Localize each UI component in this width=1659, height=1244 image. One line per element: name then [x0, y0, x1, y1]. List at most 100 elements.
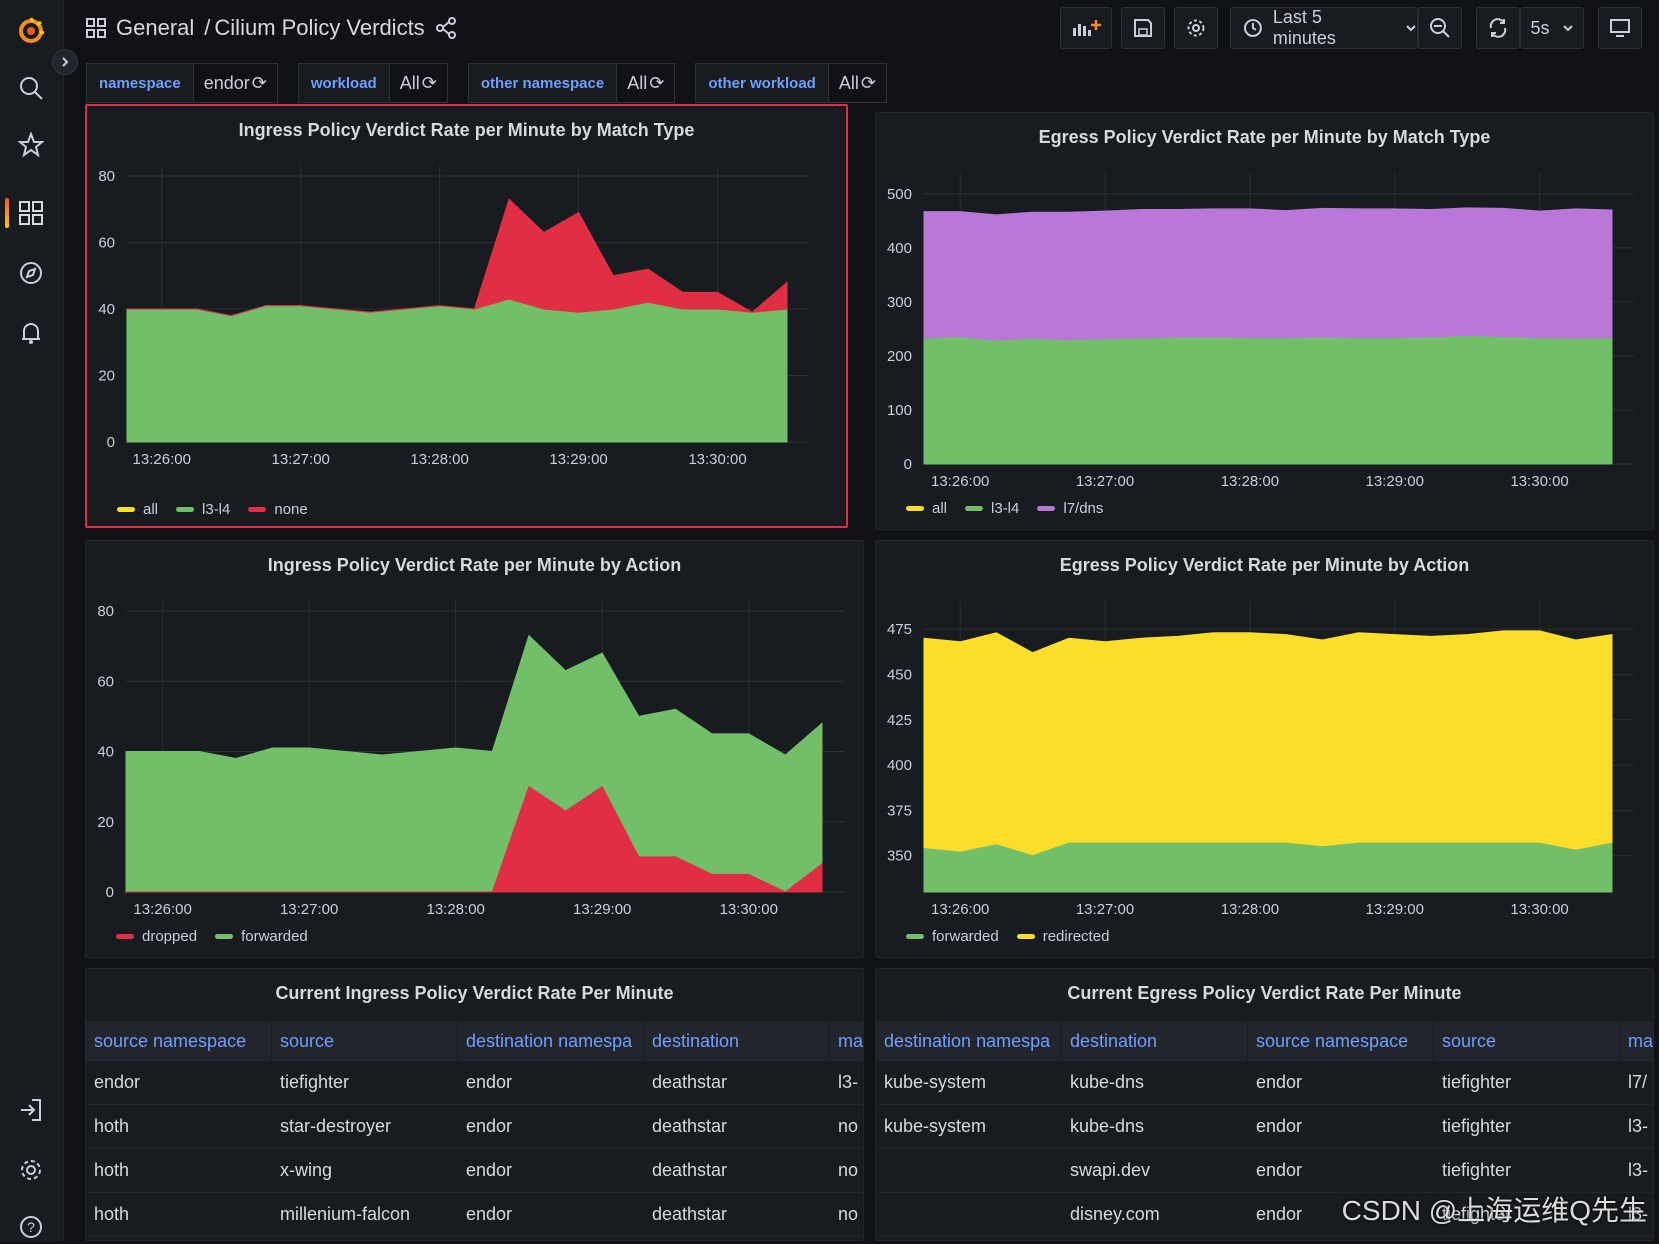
- dashboard-settings-button[interactable]: [1174, 7, 1218, 49]
- x-tick-label: 13:27:00: [1076, 901, 1134, 918]
- legend-item-dropped[interactable]: dropped: [116, 928, 197, 945]
- x-tick-label: 13:29:00: [1366, 901, 1424, 918]
- panel-egress-action[interactable]: Egress Policy Verdict Rate per Minute by…: [875, 540, 1654, 958]
- chart-legend: forwarded redirected: [906, 928, 1109, 945]
- table-cell: kube-system: [876, 1105, 1062, 1148]
- variable-namespace-select[interactable]: endor⟳: [194, 63, 278, 103]
- table-column-header[interactable]: destination namespa: [876, 1021, 1062, 1061]
- table-cell: endor: [458, 1105, 644, 1148]
- legend-item-all[interactable]: all: [117, 501, 158, 518]
- legend-item-l7-dns[interactable]: l7/dns: [1037, 500, 1103, 517]
- sign-in-icon[interactable]: [14, 1093, 48, 1127]
- settings-gear-icon[interactable]: [14, 1153, 48, 1187]
- legend-swatch: [906, 934, 924, 939]
- save-dashboard-button[interactable]: [1121, 7, 1165, 49]
- chart-legend: all l3-l4 none: [117, 501, 308, 518]
- panel-title[interactable]: Current Egress Policy Verdict Rate Per M…: [876, 983, 1653, 1004]
- table-column-header[interactable]: source namespace: [1248, 1021, 1434, 1061]
- view-mode-button[interactable]: [1598, 7, 1642, 49]
- legend-item-l3-l4[interactable]: l3-l4: [176, 501, 230, 518]
- dashboards-icon[interactable]: [14, 196, 48, 230]
- zoom-out-button[interactable]: [1418, 7, 1462, 49]
- grafana-logo-icon[interactable]: [14, 14, 48, 48]
- y-tick-label: 0: [904, 456, 912, 473]
- legend-item-l3-l4[interactable]: l3-l4: [965, 500, 1019, 517]
- share-icon[interactable]: [435, 17, 457, 39]
- variable-workload-select[interactable]: All⟳: [390, 63, 448, 103]
- legend-item-all[interactable]: all: [906, 500, 947, 517]
- table-column-header[interactable]: ma: [830, 1021, 863, 1061]
- table-column-header[interactable]: source: [1434, 1021, 1620, 1061]
- help-icon[interactable]: ?: [14, 1210, 48, 1244]
- starred-icon[interactable]: [14, 128, 48, 162]
- breadcrumb-separator: /: [204, 15, 210, 41]
- table-cell: hoth: [86, 1149, 272, 1192]
- chevron-right-icon: [59, 56, 71, 68]
- legend-item-redirected[interactable]: redirected: [1017, 928, 1110, 945]
- legend-swatch: [965, 506, 983, 511]
- dashboard-navbar: General / Cilium Policy Verdicts Last 5 …: [64, 0, 1659, 56]
- x-tick-label: 13:27:00: [1076, 473, 1134, 490]
- save-icon: [1133, 18, 1153, 38]
- monitor-icon: [1609, 17, 1631, 39]
- legend-item-none[interactable]: none: [248, 501, 307, 518]
- table-cell: kube-dns: [1062, 1105, 1248, 1148]
- legend-item-forwarded[interactable]: forwarded: [215, 928, 308, 945]
- explore-icon[interactable]: [14, 256, 48, 290]
- panel-ingress-action[interactable]: Ingress Policy Verdict Rate per Minute b…: [85, 540, 864, 958]
- add-panel-button[interactable]: [1060, 7, 1112, 49]
- search-icon[interactable]: [14, 71, 48, 105]
- legend-label: l7/dns: [1063, 500, 1103, 517]
- legend-label: forwarded: [932, 928, 999, 945]
- variable-other-namespace-select[interactable]: All⟳: [617, 63, 675, 103]
- table-cell: [876, 1193, 1062, 1236]
- panel-egress-match-type[interactable]: Egress Policy Verdict Rate per Minute by…: [875, 112, 1654, 530]
- table-column-header[interactable]: destination: [644, 1021, 830, 1061]
- table-column-header[interactable]: destination namespa: [458, 1021, 644, 1061]
- active-indicator: [5, 198, 9, 228]
- template-variables: namespace endor⟳ workload All⟳ other nam…: [86, 63, 907, 103]
- y-tick-label: 80: [98, 168, 115, 185]
- table-cell: tiefighter: [1434, 1149, 1620, 1192]
- variable-other-workload-select[interactable]: All⟳: [829, 63, 887, 103]
- refresh-interval-label: 5s: [1530, 18, 1549, 39]
- refresh-button[interactable]: [1476, 7, 1520, 49]
- dashboard-title[interactable]: Cilium Policy Verdicts: [214, 15, 424, 41]
- variable-value: All: [400, 73, 420, 94]
- breadcrumb-folder[interactable]: General: [116, 15, 194, 41]
- table-column-header[interactable]: destination: [1062, 1021, 1248, 1061]
- table-cell: millenium-falcon: [272, 1193, 458, 1236]
- alerting-bell-icon[interactable]: [14, 316, 48, 350]
- panel-ingress-match-type[interactable]: Ingress Policy Verdict Rate per Minute b…: [85, 104, 848, 528]
- table-column-header[interactable]: ma: [1620, 1021, 1653, 1061]
- chart-legend: all l3-l4 l7/dns: [906, 500, 1103, 517]
- table-cell: hoth: [86, 1105, 272, 1148]
- table-column-header[interactable]: source namespace: [86, 1021, 272, 1061]
- y-tick-label: 60: [98, 235, 115, 252]
- table-cell: endor: [86, 1061, 272, 1104]
- series-area-forwarded: [126, 636, 822, 892]
- refresh-interval-picker[interactable]: 5s: [1520, 7, 1584, 49]
- loading-spinner-icon: ⟳: [422, 73, 437, 94]
- panel-ingress-table[interactable]: Current Ingress Policy Verdict Rate Per …: [85, 968, 864, 1241]
- table-cell: star-destroyer: [272, 1105, 458, 1148]
- legend-label: none: [274, 501, 307, 518]
- table-column-header[interactable]: source: [272, 1021, 458, 1061]
- table-cell: kube-dns: [1062, 1061, 1248, 1104]
- sidebar-expand-button[interactable]: [52, 49, 78, 75]
- y-tick-label: 0: [107, 434, 115, 451]
- time-picker-button[interactable]: Last 5 minutes: [1230, 7, 1418, 49]
- x-tick-label: 13:26:00: [133, 901, 191, 918]
- y-tick-label: 475: [887, 621, 912, 638]
- refresh-icon: [1487, 17, 1509, 39]
- clock-icon: [1243, 18, 1263, 38]
- series-area-l3-l4: [127, 299, 787, 442]
- legend-item-forwarded[interactable]: forwarded: [906, 928, 999, 945]
- variable-value: All: [839, 73, 859, 94]
- panel-title[interactable]: Current Ingress Policy Verdict Rate Per …: [86, 983, 863, 1004]
